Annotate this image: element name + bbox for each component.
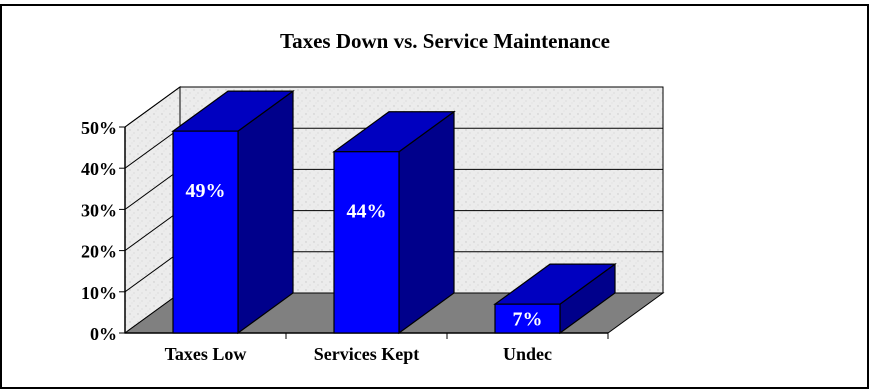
y-tick-label: 0% — [90, 324, 117, 344]
x-tick-label: Undec — [503, 344, 552, 364]
y-tick-label: 50% — [81, 118, 117, 138]
data-label: 7% — [513, 309, 543, 331]
data-label: 44% — [347, 201, 387, 223]
side-wall — [124, 86, 181, 334]
plot-area: 0% 10% 20% 30% 40% 50% 49% Taxes Low 44% Services… — [81, 86, 665, 364]
gridline — [124, 86, 663, 128]
chart-title: Taxes Down vs. Service Maintenance — [280, 29, 610, 53]
data-label: 49% — [186, 180, 226, 202]
bar-side — [237, 89, 294, 335]
y-tick-label: 30% — [81, 200, 117, 220]
bar — [172, 130, 239, 334]
x-tick-label: Taxes Low — [165, 344, 247, 364]
x-tick-label: Services Kept — [314, 344, 419, 364]
y-tick-label: 10% — [81, 283, 117, 303]
y-tick-label: 40% — [81, 159, 117, 179]
bar — [494, 303, 561, 334]
bar — [333, 151, 400, 334]
y-tick-label: 20% — [81, 242, 117, 262]
